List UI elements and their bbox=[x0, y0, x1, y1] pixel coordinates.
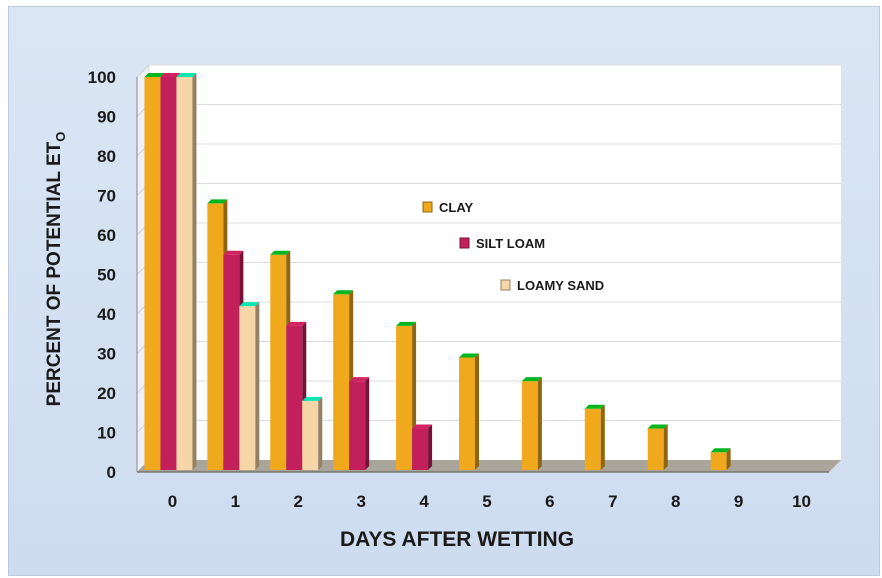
legend-swatch bbox=[459, 237, 470, 249]
legend-label: CLAY bbox=[439, 200, 474, 215]
y-tick-label: 100 bbox=[88, 68, 116, 87]
bar-top bbox=[396, 321, 417, 326]
y-tick-label: 10 bbox=[97, 424, 116, 443]
chart-frame: 0 1 2 3 4 5 6 7 8 9 10 0 10 20 30 40 50 60 70 80 90 100 DAYS… bbox=[8, 6, 880, 576]
bar-front bbox=[144, 77, 161, 470]
bar bbox=[647, 424, 668, 470]
bar-side bbox=[726, 448, 731, 470]
bar-front bbox=[239, 306, 256, 470]
y-tick-label: 90 bbox=[97, 108, 116, 127]
legend-swatch bbox=[500, 279, 511, 291]
bar-front bbox=[207, 203, 224, 470]
bar-side bbox=[663, 424, 668, 470]
y-axis-title-subscript: O bbox=[53, 132, 68, 142]
bar-top bbox=[223, 250, 244, 255]
x-tick-label: 10 bbox=[792, 492, 811, 511]
x-tick-label: 0 bbox=[168, 492, 177, 511]
y-axis-title: PERCENT OF POTENTIAL ETO bbox=[44, 132, 68, 407]
x-tick-label: 3 bbox=[356, 492, 365, 511]
x-tick-label: 8 bbox=[671, 492, 680, 511]
bar-front bbox=[160, 77, 177, 470]
bar bbox=[239, 302, 260, 470]
bar-front bbox=[647, 428, 664, 470]
bar bbox=[584, 404, 605, 470]
bar-side bbox=[365, 377, 370, 470]
bar-top bbox=[286, 321, 307, 326]
bar-top bbox=[176, 73, 197, 77]
bar-top bbox=[521, 377, 542, 382]
y-tick-labels: 0 10 20 30 40 50 60 70 80 90 100 bbox=[88, 68, 116, 482]
x-tick-labels: 0 1 2 3 4 5 6 7 8 9 10 bbox=[168, 492, 811, 511]
bar bbox=[459, 353, 479, 470]
bar-top bbox=[710, 448, 731, 453]
bar-chart: 0 1 2 3 4 5 6 7 8 9 10 0 10 20 30 40 50 60 70 80 90 100 DAYS… bbox=[44, 64, 841, 551]
bar-front bbox=[710, 452, 727, 470]
bar-top bbox=[270, 250, 291, 255]
bar-front bbox=[270, 254, 287, 470]
bar bbox=[412, 424, 433, 470]
bar-top bbox=[302, 396, 323, 401]
y-tick-label: 70 bbox=[97, 187, 116, 206]
bar bbox=[349, 377, 370, 470]
bar-side bbox=[192, 73, 197, 470]
bar-top bbox=[239, 302, 260, 307]
bar-side bbox=[255, 302, 260, 470]
bar-front bbox=[459, 357, 475, 470]
y-axis-title-main: PERCENT OF POTENTIAL ET bbox=[44, 141, 65, 406]
bar-side bbox=[318, 396, 323, 470]
bar-top bbox=[459, 353, 479, 358]
bar-front bbox=[333, 294, 350, 470]
y-tick-label: 40 bbox=[97, 305, 116, 324]
bar-side bbox=[600, 404, 605, 470]
bar-front bbox=[349, 381, 366, 470]
bar bbox=[302, 396, 323, 470]
x-tick-label: 2 bbox=[294, 492, 303, 511]
bar bbox=[521, 377, 542, 470]
x-tick-label: 4 bbox=[419, 492, 429, 511]
bar-front bbox=[286, 325, 303, 470]
y-tick-label: 0 bbox=[107, 463, 116, 482]
bar-top bbox=[349, 377, 370, 382]
bar-side bbox=[537, 377, 542, 470]
bars bbox=[144, 73, 731, 470]
y-tick-label: 30 bbox=[97, 345, 116, 364]
y-tick-label: 50 bbox=[97, 266, 116, 285]
bar bbox=[286, 321, 307, 470]
bar-top bbox=[412, 424, 433, 429]
legend-label: SILT LOAM bbox=[476, 236, 545, 251]
bar-top bbox=[584, 404, 605, 409]
x-tick-label: 6 bbox=[545, 492, 554, 511]
bar-top bbox=[207, 199, 228, 204]
legend-label: LOAMY SAND bbox=[517, 278, 604, 293]
bar bbox=[710, 448, 731, 470]
y-tick-label: 60 bbox=[97, 226, 116, 245]
bar bbox=[176, 73, 197, 470]
bar-top bbox=[144, 73, 165, 77]
bar-side bbox=[475, 353, 479, 470]
bar-top bbox=[333, 290, 354, 295]
bar-front bbox=[521, 381, 538, 470]
legend: CLAY SILT LOAM LOAMY SAND bbox=[422, 200, 604, 293]
y-tick-label: 20 bbox=[97, 384, 116, 403]
bar-front bbox=[584, 408, 601, 470]
bar-top bbox=[160, 73, 181, 77]
bar-front bbox=[412, 428, 429, 470]
x-tick-label: 1 bbox=[231, 492, 240, 511]
bar-front bbox=[176, 77, 193, 470]
bar-front bbox=[302, 400, 319, 470]
x-tick-label: 9 bbox=[734, 492, 743, 511]
bar-front bbox=[223, 254, 240, 470]
x-tick-label: 5 bbox=[482, 492, 491, 511]
gridline-diagonal bbox=[136, 64, 150, 78]
x-axis-title: DAYS AFTER WETTING bbox=[340, 528, 574, 551]
legend-swatch bbox=[422, 201, 433, 213]
y-tick-label: 80 bbox=[97, 147, 116, 166]
bar-front bbox=[396, 325, 413, 470]
bar-top bbox=[647, 424, 668, 429]
bar-side bbox=[428, 424, 433, 470]
x-tick-label: 7 bbox=[608, 492, 617, 511]
